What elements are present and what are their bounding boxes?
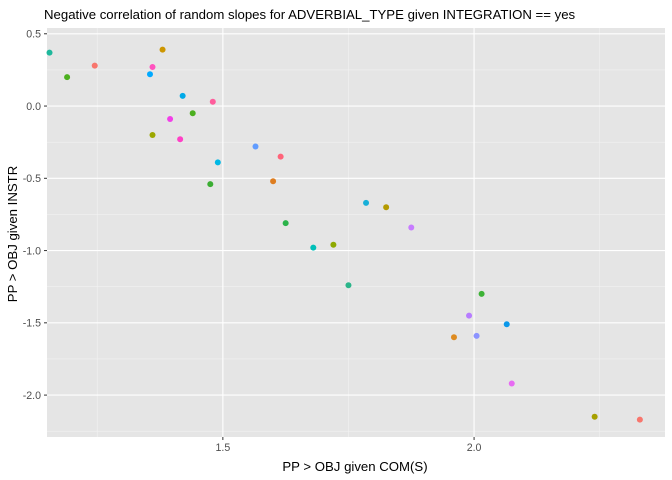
data-point [345, 282, 352, 289]
y-tick-label: -1.0 [23, 245, 41, 257]
data-point [149, 64, 156, 71]
data-point [591, 413, 598, 420]
data-point [209, 98, 216, 105]
data-point [277, 153, 284, 160]
minor-gridlines [47, 28, 665, 437]
data-point [270, 178, 277, 185]
data-point [466, 312, 473, 319]
data-point [147, 71, 153, 78]
data-point [408, 224, 415, 231]
data-point [330, 241, 337, 248]
x-tick-label: 2.0 [467, 442, 482, 454]
data-point [46, 49, 53, 56]
y-tick-label: 0.0 [26, 101, 41, 113]
x-axis-title: PP > OBJ given COM(S) [282, 459, 427, 474]
data-points [46, 46, 643, 423]
x-axis: 1.5 2.0 [215, 437, 482, 454]
y-tick-label: -2.0 [23, 390, 41, 402]
y-tick-label: -1.5 [23, 318, 41, 330]
data-point [282, 220, 289, 227]
y-axis-title: PP > OBJ given INSTR [5, 166, 20, 302]
data-point [149, 131, 156, 138]
plot-panel [47, 28, 665, 437]
data-point [177, 136, 184, 143]
data-point [189, 110, 196, 117]
data-point [64, 74, 71, 81]
data-point [636, 416, 643, 423]
x-tick-label: 1.5 [215, 442, 230, 454]
data-point [207, 181, 214, 188]
data-point [214, 159, 221, 166]
data-point [91, 62, 98, 69]
data-point [179, 92, 186, 99]
major-gridlines [47, 28, 665, 437]
data-point [508, 380, 515, 387]
data-point [473, 332, 480, 339]
data-point [478, 290, 485, 297]
data-point [450, 334, 457, 341]
chart-title: Negative correlation of random slopes fo… [44, 7, 576, 22]
data-point [383, 204, 390, 211]
data-point [310, 244, 317, 251]
y-tick-label: -0.5 [23, 173, 41, 185]
y-axis: 0.5 0.0 -0.5 -1.0 -1.5 -2.0 [23, 29, 47, 402]
data-point [363, 199, 370, 206]
data-point [503, 321, 510, 328]
data-point [167, 116, 174, 123]
y-tick-label: 0.5 [26, 29, 41, 41]
data-point [252, 143, 259, 150]
data-point [159, 46, 166, 53]
